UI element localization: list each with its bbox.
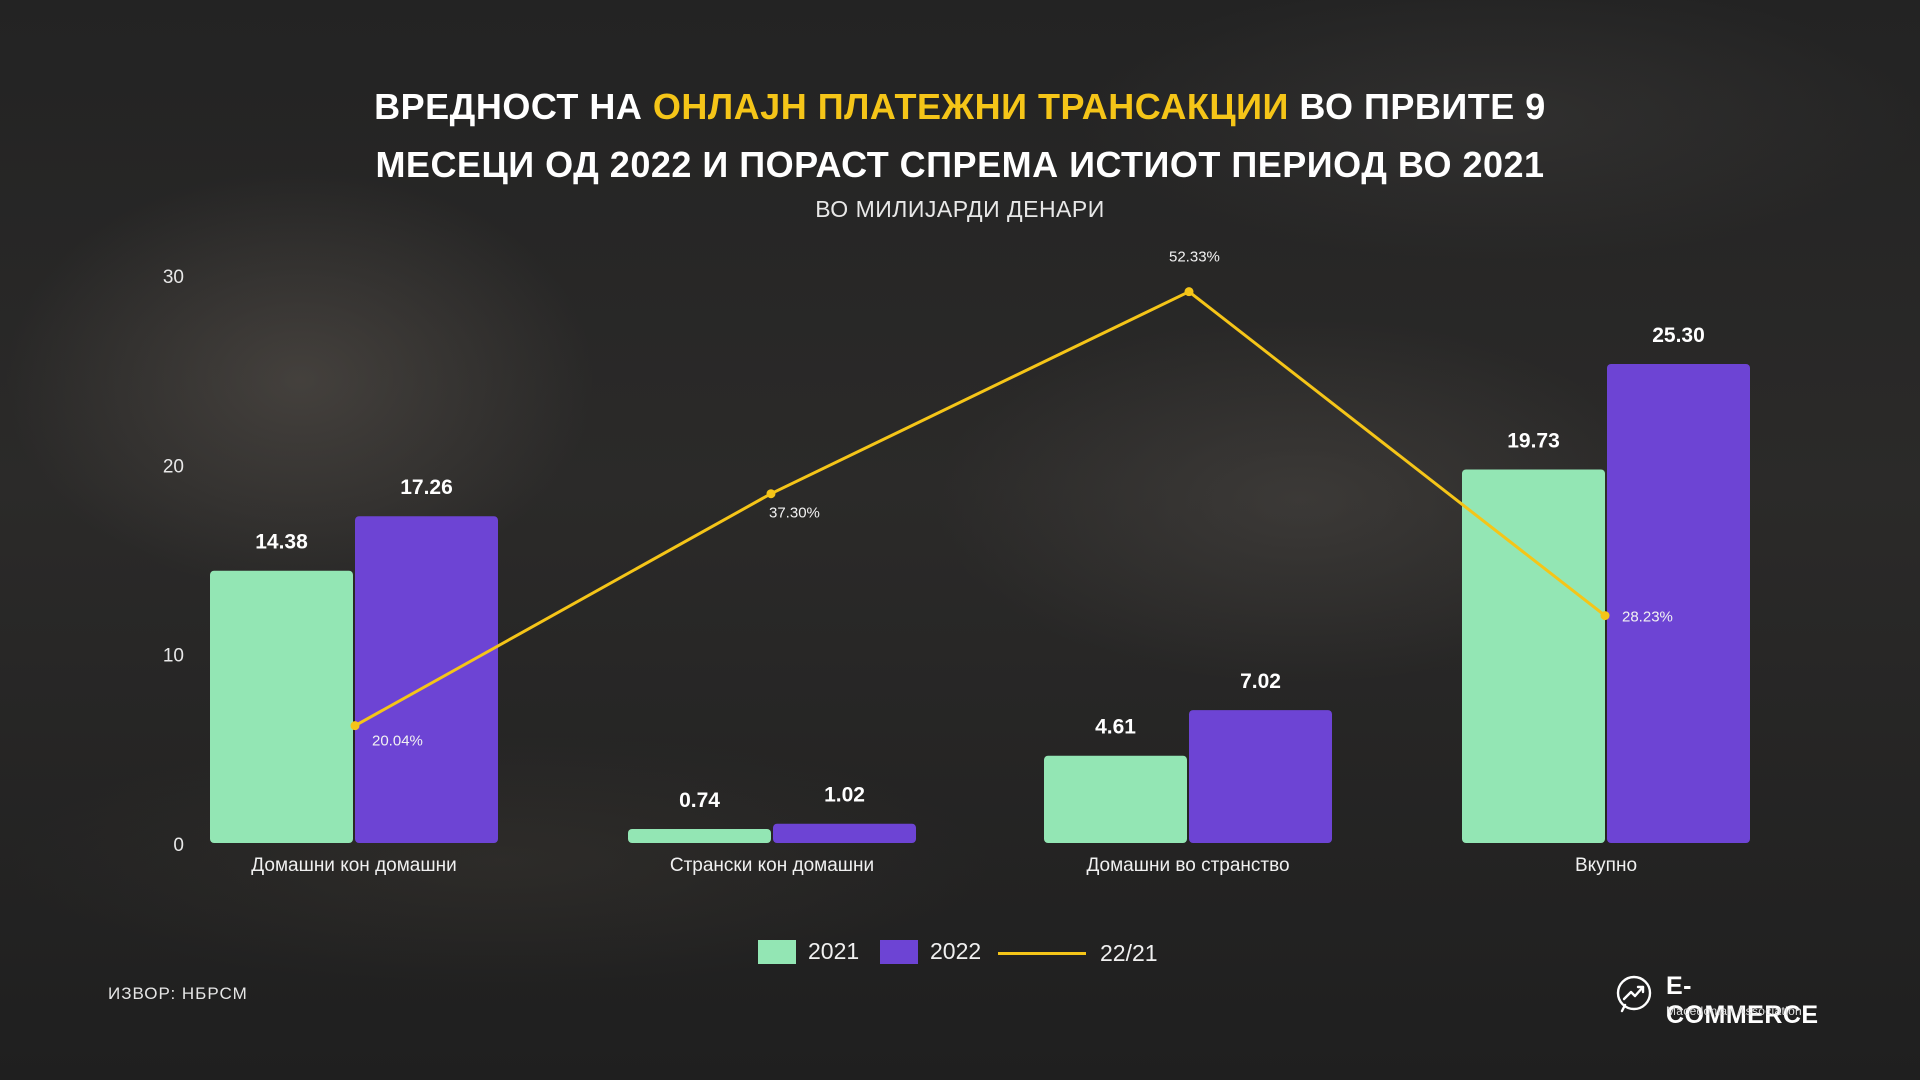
bar-2022-3 bbox=[1607, 363, 1750, 843]
growth-point bbox=[1184, 287, 1194, 297]
bar-value-label: 4.61 bbox=[1095, 716, 1136, 739]
y-tick-label: 20 bbox=[163, 456, 184, 477]
title-line-2: МЕСЕЦИ ОД 2022 И ПОРАСТ СПРЕМА ИСТИОТ ПЕ… bbox=[375, 144, 1545, 185]
growth-point bbox=[766, 489, 776, 499]
legend-item-2021: 2021 bbox=[758, 938, 859, 965]
legend-swatch-2021 bbox=[758, 939, 796, 964]
bar-2021-2 bbox=[1044, 755, 1187, 843]
legend-label-2021: 2021 bbox=[808, 938, 860, 964]
logo-subtitle: Macedonian Association bbox=[1666, 1004, 1803, 1018]
growth-value-label: 28.23% bbox=[1622, 609, 1673, 626]
title-part-1: ВРЕДНОСТ НА bbox=[374, 86, 653, 127]
x-category-label: Вкупно bbox=[1575, 855, 1637, 876]
bar-value-label: 17.26 bbox=[400, 476, 453, 499]
bar-2022-1 bbox=[773, 823, 916, 843]
bar-2021-3 bbox=[1462, 469, 1605, 843]
growth-line-series bbox=[354, 290, 1606, 727]
trend-chat-icon bbox=[1616, 975, 1652, 1013]
legend-label-2022: 2022 bbox=[930, 938, 982, 964]
bar-value-label: 7.02 bbox=[1240, 670, 1281, 693]
bar-2021-1 bbox=[628, 828, 771, 843]
bar-2022-2 bbox=[1189, 710, 1332, 843]
growth-value-label: 20.04% bbox=[372, 733, 423, 750]
legend-item-2022: 2022 bbox=[880, 938, 981, 965]
ecommerce-logo: E-COMMERCE Macedonian Association bbox=[1614, 972, 1834, 1029]
bar-2021-0 bbox=[210, 570, 353, 843]
legend-swatch-ratio bbox=[998, 952, 1086, 955]
bar-value-label: 19.73 bbox=[1507, 429, 1560, 452]
source-note: ИЗВОР: НБРСМ bbox=[108, 984, 248, 1003]
growth-point bbox=[350, 721, 360, 731]
y-tick-label: 0 bbox=[173, 835, 184, 856]
growth-value-label: 52.33% bbox=[1169, 249, 1220, 266]
legend-item-ratio: 22/21 bbox=[998, 940, 1158, 967]
x-category-label: Домашни во странство bbox=[1086, 855, 1289, 876]
chart-title: ВРЕДНОСТ НА ОНЛАЈН ПЛАТЕЖНИ ТРАНСАКЦИИ В… bbox=[260, 78, 1660, 194]
title-highlight: ОНЛАЈН ПЛАТЕЖНИ ТРАНСАКЦИИ bbox=[652, 86, 1289, 127]
x-category-label: Странски кон домашни bbox=[670, 855, 874, 876]
growth-point bbox=[1600, 611, 1610, 621]
bar-value-label: 14.38 bbox=[255, 531, 308, 554]
legend-swatch-2022 bbox=[880, 939, 918, 964]
bar-2022-0 bbox=[355, 516, 498, 843]
y-tick-label: 10 bbox=[163, 646, 184, 667]
title-part-2: ВО ПРВИТЕ 9 bbox=[1288, 86, 1546, 127]
logo-name: E-COMMERCE bbox=[1666, 972, 1819, 1029]
bar-value-label: 0.74 bbox=[679, 789, 720, 812]
y-tick-label: 30 bbox=[163, 267, 184, 288]
legend-label-ratio: 22/21 bbox=[1100, 940, 1158, 966]
chart-subtitle: ВО МИЛИЈАРДИ ДЕНАРИ bbox=[815, 196, 1105, 222]
growth-value-label: 37.30% bbox=[769, 505, 820, 522]
bar-value-label: 1.02 bbox=[824, 784, 865, 807]
x-category-label: Домашни кон домашни bbox=[251, 855, 456, 876]
bar-value-label: 25.30 bbox=[1652, 324, 1705, 347]
chart-legend: 2021 2022 22/21 bbox=[0, 938, 1920, 978]
